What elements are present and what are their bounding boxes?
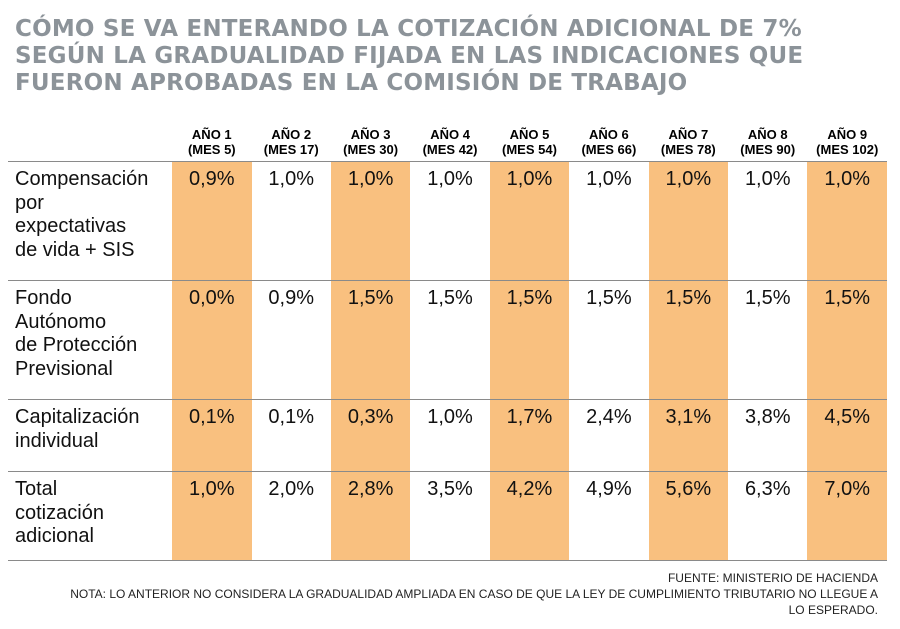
row-label-line: Previsional [15,357,113,380]
column-header: AÑO 8 (MES 90) [728,118,808,162]
value-cell: 0,1% [172,399,252,472]
methodology-note: NOTA: LO ANTERIOR NO CONSIDERA LA GRADUA… [70,587,878,601]
header-corner [8,118,173,162]
value-cell: 1,0% [410,399,490,472]
value-cell: 1,5% [410,280,490,400]
value-cell: 3,8% [728,399,808,472]
column-month-label: (MES 17) [263,142,319,157]
column-header: AÑO 4 (MES 42) [410,118,490,162]
column-header: AÑO 7 (MES 78) [648,118,729,162]
value-cell: 7,0% [807,471,887,561]
value-cell: 4,9% [569,471,649,561]
value-cell: 0,9% [172,161,252,281]
footer: FUENTE: MINISTERIO DE HACIENDA NOTA: LO … [8,570,878,618]
value-cell: 2,4% [569,399,649,472]
title-line: FUERON APROBADAS EN LA COMISIÓN DE TRABA… [15,70,688,96]
table-row: Fondo Autónomo de Protección Previsional 0,0… [8,280,887,400]
value-cell: 1,0% [569,161,649,281]
column-month-label: (MES 66) [581,142,637,157]
value-cell: 3,5% [410,471,490,561]
table-row: Total cotización adicional 1,0% 2,0% 2,8% 3,5%… [8,471,887,561]
value-cell: 0,3% [330,399,411,472]
value-cell: 1,0% [728,161,808,281]
column-month-label: (MES 30) [343,142,399,157]
row-label-line: adicional [15,525,94,547]
value-cell: 0,9% [251,280,331,400]
value-cell: 1,0% [172,471,252,561]
value-cell: 1,5% [489,280,570,400]
row-label: Capitalización individual [8,399,173,472]
column-year-label: AÑO 8 [747,127,788,142]
value-cell: 1,5% [728,280,808,400]
value-cell: 1,7% [489,399,570,472]
value-cell: 0,0% [172,280,252,400]
contribution-table: AÑO 1 (MES 5) AÑO 2 (MES 17) AÑO 3 (MES 30) AÑ… [8,118,887,561]
row-label: Total cotización adicional [8,471,173,561]
row-label: Compensación por expectativas de vida + SIS [8,161,173,281]
column-year-label: AÑO 7 [668,127,709,142]
column-header: AÑO 6 (MES 66) [569,118,649,162]
column-header: AÑO 9 (MES 102) [807,118,887,162]
row-label-line: individual [15,429,99,452]
column-month-label: (MES 54) [502,142,557,157]
chart-title: CÓMO SE VA ENTERANDO LA COTIZACIÓN ADICI… [15,16,885,97]
value-cell: 1,0% [410,161,490,281]
title-line: SEGÚN LA GRADUALIDAD FIJADA EN LAS INDIC… [15,43,804,69]
value-cell: 0,1% [251,399,331,472]
column-year-label: AÑO 5 [509,127,550,142]
methodology-note-continued: LO ESPERADO. [788,603,878,617]
column-header: AÑO 3 (MES 30) [330,118,411,162]
value-cell: 4,2% [489,471,570,561]
table-row: Compensación por expectativas de vida + SIS… [8,161,887,281]
row-label-line: Fondo [15,287,72,309]
value-cell: 1,5% [330,280,411,400]
value-cell: 2,0% [251,471,331,561]
value-cell: 1,0% [489,161,570,281]
title-line: CÓMO SE VA ENTERANDO LA COTIZACIÓN ADICI… [15,16,802,42]
column-header: AÑO 2 (MES 17) [251,118,331,162]
column-header: AÑO 1 (MES 5) [172,118,252,162]
value-cell: 1,5% [569,280,649,400]
header-row: AÑO 1 (MES 5) AÑO 2 (MES 17) AÑO 3 (MES 30) AÑ… [8,118,887,162]
column-month-label: (MES 78) [660,142,716,157]
value-cell: 1,0% [251,161,331,281]
row-label-line: de Protección [15,334,138,356]
row-label-line: Total [15,478,58,500]
value-cell: 3,1% [648,399,729,472]
row-label-line: expectativas [15,215,127,237]
column-month-label: (MES 102) [816,142,879,157]
column-month-label: (MES 42) [422,142,478,157]
column-year-label: AÑO 3 [350,127,391,142]
row-label: Fondo Autónomo de Protección Previsional [8,280,173,400]
column-header: AÑO 5 (MES 54) [489,118,570,162]
value-cell: 4,5% [807,399,887,472]
row-label-line: Capitalización [15,406,140,428]
value-cell: 6,3% [728,471,808,561]
value-cell: 1,5% [648,280,729,400]
column-year-label: AÑO 4 [430,127,470,142]
column-year-label: AÑO 9 [827,127,868,142]
value-cell: 1,0% [330,161,411,281]
row-label-line: cotización [15,501,104,524]
column-month-label: (MES 5) [187,142,236,157]
value-cell: 1,0% [807,161,887,281]
column-year-label: AÑO 1 [191,127,232,142]
column-year-label: AÑO 6 [589,127,629,142]
value-cell: 1,0% [648,161,729,281]
row-label-line: Compensación [15,168,149,190]
value-cell: 1,5% [807,280,887,400]
source-note: FUENTE: MINISTERIO DE HACIENDA [667,571,878,585]
column-year-label: AÑO 2 [271,127,312,142]
table-row: Capitalización individual 0,1% 0,1% 0,3% 1,0%… [8,399,887,472]
row-label-line: Autónomo [15,310,107,333]
row-label-line: de vida + SIS [15,238,135,261]
column-month-label: (MES 90) [740,142,796,157]
row-label-line: por [15,191,44,214]
value-cell: 5,6% [648,471,729,561]
value-cell: 2,8% [330,471,411,561]
